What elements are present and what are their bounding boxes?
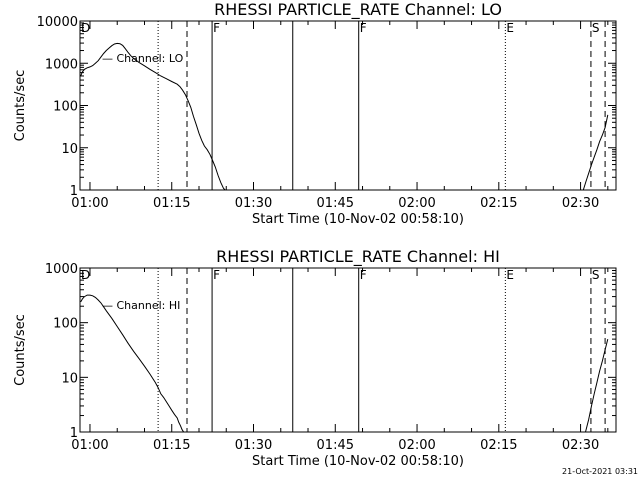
y-tick-label: 100 [53, 100, 78, 115]
event-label-S: S [592, 21, 600, 35]
x-tick-label: 01:45 [317, 196, 354, 211]
y-tick-label: 10 [61, 371, 78, 386]
event-label-F: F [360, 268, 367, 282]
series-line-1-segment-2 [582, 114, 609, 190]
event-label-F: F [213, 268, 220, 282]
y-tick-label: 1 [70, 184, 78, 199]
y-axis-label: Counts/sec [13, 314, 28, 386]
x-tick-label: 02:15 [480, 196, 517, 211]
plot-frame [79, 20, 617, 191]
footer-timestamp: 21-Oct-2021 03:31 [562, 467, 638, 476]
series-line-1-segment-2 [585, 338, 609, 432]
x-tick-label: 01:15 [153, 438, 190, 453]
chart-panel-2: RHESSI PARTICLE_RATE Channel: HIF F E S D 01:… [13, 247, 617, 469]
x-tick-label: 02:30 [562, 438, 599, 453]
event-label-E: E [506, 21, 514, 35]
series-line-1-segment-1 [80, 294, 185, 432]
chart-title: RHESSI PARTICLE_RATE Channel: HI [216, 247, 500, 267]
y-tick-label: 10 [61, 142, 78, 157]
event-label-E: E [506, 268, 514, 282]
x-tick-label: 01:15 [153, 196, 190, 211]
y-tick-label: 1 [70, 426, 78, 441]
y-tick-label: 1000 [45, 262, 78, 277]
x-tick-label: 02:00 [398, 196, 435, 211]
corner-label-D: D [81, 21, 90, 35]
y-tick-label: 1000 [45, 57, 78, 72]
x-tick-label: 01:45 [317, 438, 354, 453]
x-tick-label: 01:00 [71, 196, 108, 211]
x-tick-label: 02:00 [398, 438, 435, 453]
event-label-F: F [213, 21, 220, 35]
chart-title: RHESSI PARTICLE_RATE Channel: LO [214, 0, 502, 20]
y-axis-label: Counts/sec [13, 70, 28, 142]
x-axis-label: Start Time (10-Nov-02 00:58:10) [252, 454, 464, 469]
x-tick-label: 02:15 [480, 438, 517, 453]
event-label-S: S [592, 268, 600, 282]
y-tick-label: 10000 [37, 15, 78, 30]
corner-label-D: D [81, 268, 90, 282]
x-tick-label: 01:30 [235, 196, 272, 211]
x-tick-label: 02:30 [562, 196, 599, 211]
y-tick-label: 100 [53, 317, 78, 332]
x-axis-label: Start Time (10-Nov-02 00:58:10) [252, 212, 464, 227]
legend-entry: — Channel: HI [102, 299, 180, 312]
chart-panel-1: RHESSI PARTICLE_RATE Channel: LOF F E S D 01:… [13, 0, 617, 227]
x-tick-label: 01:00 [71, 438, 108, 453]
x-tick-label: 01:30 [235, 438, 272, 453]
event-label-F: F [360, 21, 367, 35]
legend-entry: — Channel: LO [102, 52, 184, 65]
plot-frame [79, 267, 617, 433]
series-line-1-segment-1 [80, 42, 226, 190]
